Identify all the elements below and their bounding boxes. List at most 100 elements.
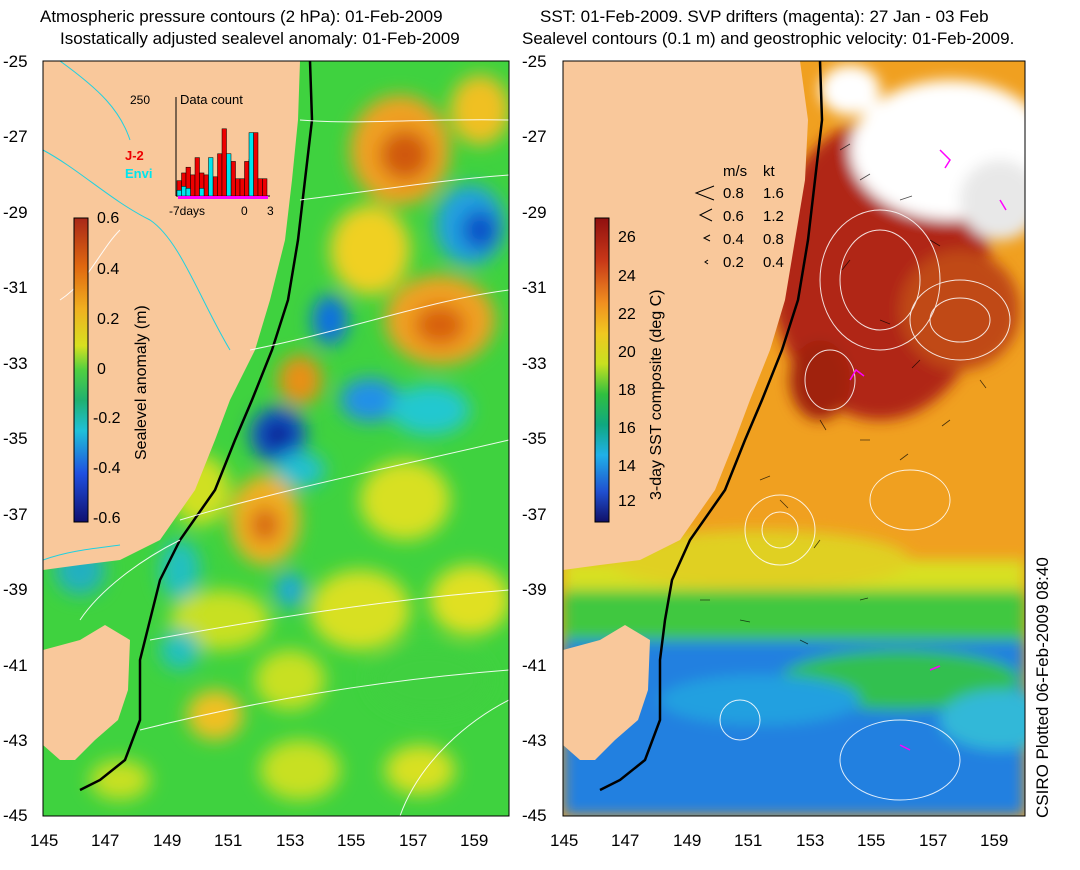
left-map-frame — [42, 60, 510, 817]
inset-bar-j2 — [203, 174, 209, 197]
inset-bar-j2 — [221, 128, 227, 197]
right-colorbar-tick: 14 — [618, 458, 636, 475]
inset-bar-envi — [181, 186, 187, 197]
left-x-tick: 159 — [460, 831, 489, 850]
right-colorbar-tick: 26 — [618, 229, 636, 246]
inset-bar-j2 — [244, 161, 250, 197]
left-colorbar-tick: -0.6 — [93, 510, 121, 527]
left-y-tick: -33 — [3, 354, 28, 373]
inset-title: Data count — [180, 92, 243, 107]
velocity-ms: 0.4 — [723, 231, 744, 248]
inset-bar-envi — [208, 157, 214, 197]
left-title-line2: Isostatically adjusted sealevel anomaly:… — [60, 29, 460, 48]
right-y-tick: -41 — [522, 656, 547, 675]
left-title-line1: Atmospheric pressure contours (2 hPa): 0… — [40, 7, 443, 26]
left-colorbar-tick: -0.4 — [93, 460, 121, 477]
velocity-ms: 0.8 — [723, 185, 744, 202]
right-y-tick: -35 — [522, 429, 547, 448]
left-x-tick: 149 — [153, 831, 182, 850]
left-colorbar-label: Sealevel anomaly (m) — [133, 305, 150, 460]
right-colorbar-tick: 16 — [618, 420, 636, 437]
inset-bar-j2 — [194, 157, 200, 197]
right-tasmania-land — [563, 625, 650, 760]
right-y-tick: -29 — [522, 203, 547, 222]
left-y-tick: -35 — [3, 429, 28, 448]
right-x-tick: 153 — [796, 831, 825, 850]
inset-x-label-zero: 0 — [241, 204, 248, 218]
right-x-tick: 151 — [734, 831, 763, 850]
right-sst-field — [563, 61, 1025, 816]
left-colorbar-tick: 0 — [97, 361, 106, 378]
velocity-header-ms: m/s — [723, 163, 748, 180]
inset-bar-envi — [248, 132, 254, 197]
left-x-tick: 145 — [30, 831, 59, 850]
right-colorbar-tick: 22 — [618, 306, 636, 323]
right-title-line1: SST: 01-Feb-2009. SVP drifters (magenta)… — [540, 7, 989, 26]
left-y-tick: -45 — [3, 806, 28, 825]
inset-x-label-start: -7days — [169, 204, 205, 218]
left-x-tick: 151 — [214, 831, 243, 850]
left-y-tick: -31 — [3, 278, 28, 297]
left-colorbar-tick: 0.2 — [97, 311, 120, 328]
left-tasmania-land — [43, 625, 130, 760]
right-colorbar-tick: 12 — [618, 493, 636, 510]
right-colorbar-tick: 20 — [618, 344, 636, 361]
inset-bar-envi — [185, 188, 191, 197]
velocity-header-kt: kt — [763, 163, 775, 180]
velocity-legend-arrows — [694, 185, 715, 265]
left-x-tick: 153 — [276, 831, 305, 850]
left-colorbar-tick: 0.6 — [97, 210, 120, 227]
left-y-tick: -29 — [3, 203, 28, 222]
credit-text: CSIRO Plotted 06-Feb-2009 08:40 — [1033, 557, 1052, 818]
velocity-kt: 1.2 — [763, 208, 784, 225]
legend-envi: Envi — [125, 166, 152, 181]
left-y-tick: -37 — [3, 505, 28, 524]
right-map-frame — [562, 60, 1026, 817]
right-x-tick: 145 — [550, 831, 579, 850]
right-y-tick: -33 — [522, 354, 547, 373]
inset-bar-j2 — [253, 132, 259, 197]
legend-j2: J-2 — [125, 148, 144, 163]
inset-bar-j2 — [230, 161, 236, 197]
right-colorbar-tick: 18 — [618, 382, 636, 399]
right-title-line2: Sealevel contours (0.1 m) and geostrophi… — [522, 29, 1015, 48]
inset-x-label-end: 3 — [267, 204, 274, 218]
left-x-tick: 147 — [91, 831, 120, 850]
left-colorbar-tick: 0.4 — [97, 261, 120, 278]
right-y-tick: -43 — [522, 731, 547, 750]
right-shelf-contour — [599, 61, 824, 792]
inset-bar-envi — [176, 189, 182, 197]
right-australia-land — [563, 61, 808, 570]
right-x-tick: 157 — [919, 831, 948, 850]
velocity-kt: 1.6 — [763, 185, 784, 202]
right-y-tick: -27 — [522, 127, 547, 146]
inset-bar-envi — [199, 188, 205, 197]
inset-bar-envi — [226, 153, 232, 197]
right-x-tick: 155 — [857, 831, 886, 850]
right-y-tick: -31 — [522, 278, 547, 297]
right-y-tick: -25 — [522, 52, 547, 71]
left-colorbar — [73, 217, 89, 523]
right-y-tick: -37 — [522, 505, 547, 524]
left-y-tick: -43 — [3, 731, 28, 750]
velocity-ms: 0.6 — [723, 208, 744, 225]
velocity-ms: 0.2 — [723, 254, 744, 271]
left-x-tick: 155 — [337, 831, 366, 850]
right-colorbar — [594, 217, 610, 523]
right-colorbar-label: 3-day SST composite (deg C) — [648, 289, 665, 500]
right-colorbar-tick: 24 — [618, 268, 636, 285]
left-ocean-field — [43, 61, 509, 816]
inset-y-max: 250 — [130, 93, 150, 107]
velocity-kt: 0.4 — [763, 254, 784, 271]
inset-bar-j2 — [190, 174, 196, 197]
left-x-tick: 157 — [399, 831, 428, 850]
inset-bar-j2 — [235, 178, 241, 197]
right-x-tick: 147 — [611, 831, 640, 850]
left-shelf-contour — [79, 61, 314, 792]
velocity-kt: 0.8 — [763, 231, 784, 248]
right-y-tick: -39 — [522, 580, 547, 599]
right-x-tick: 159 — [980, 831, 1009, 850]
right-y-tick: -45 — [522, 806, 547, 825]
left-y-tick: -27 — [3, 127, 28, 146]
